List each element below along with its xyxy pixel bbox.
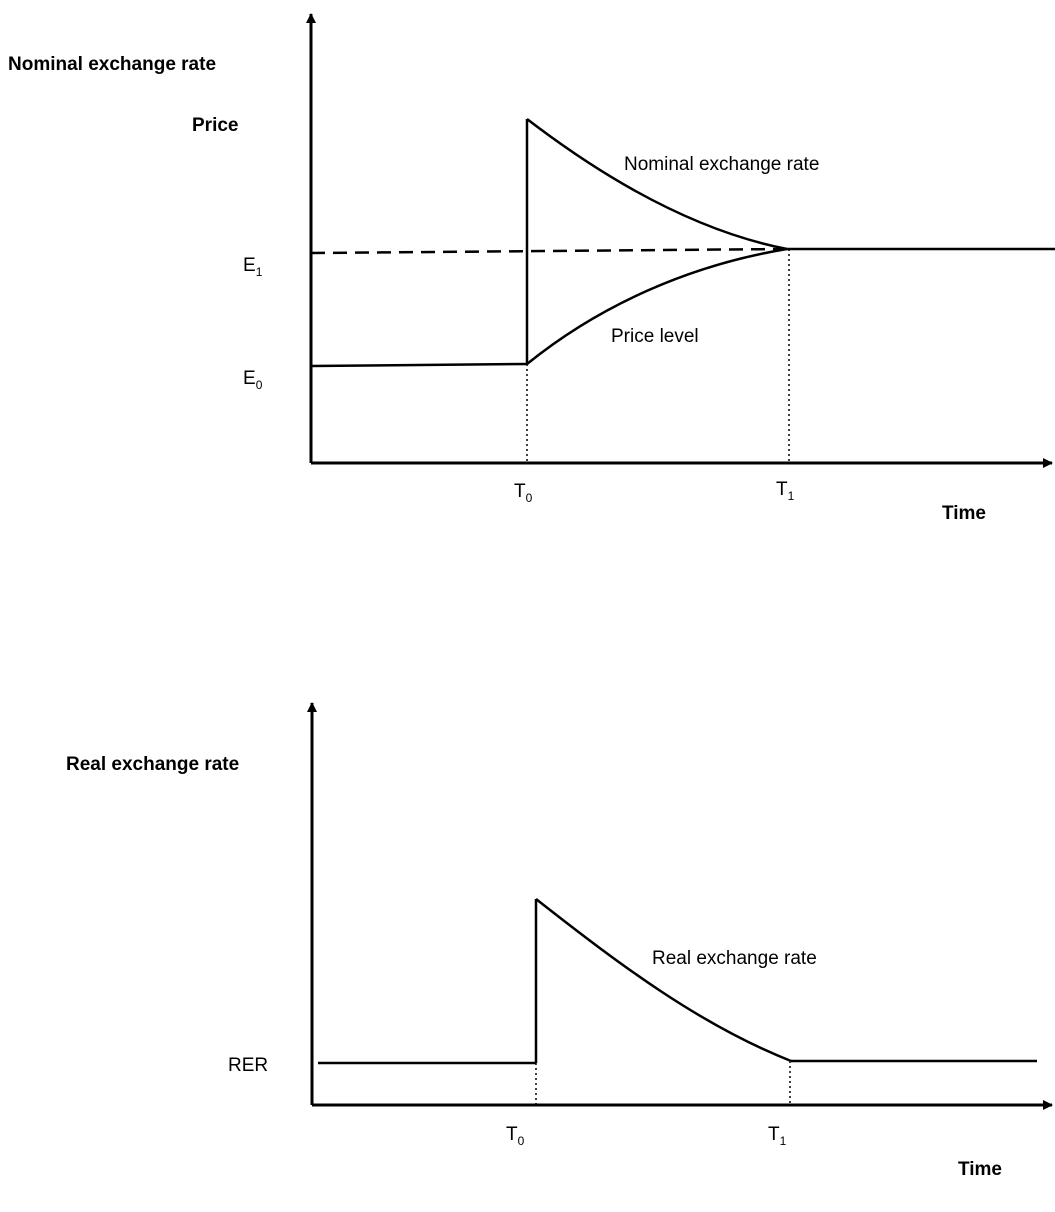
real-curve-label: Real exchange rate bbox=[652, 948, 817, 969]
top-x-axis-title: Time bbox=[942, 503, 986, 524]
e1-label: E1 bbox=[243, 255, 263, 279]
e1-dashed-line bbox=[310, 247, 788, 255]
initial-level-line bbox=[310, 362, 528, 368]
top-y-axis-title: Nominal exchange rate bbox=[8, 54, 216, 75]
nominal-exchange-rate-curve bbox=[526, 118, 788, 251]
real-exchange-rate-curve bbox=[535, 898, 792, 1063]
bottom-y-axis-title: Real exchange rate bbox=[66, 754, 239, 775]
top-t1-label: T1 bbox=[776, 479, 795, 503]
bottom-t1-label: T1 bbox=[768, 1124, 787, 1148]
bottom-x-axis-title: Time bbox=[958, 1159, 1002, 1180]
e0-label: E0 bbox=[243, 368, 263, 392]
top-panel: Nominal exchange rate Price E1 E0 Nomina… bbox=[8, 13, 1055, 524]
nominal-curve-label: Nominal exchange rate bbox=[624, 154, 819, 175]
bottom-t0-label: T0 bbox=[506, 1124, 525, 1148]
price-level-curve bbox=[526, 247, 788, 365]
rer-label: RER bbox=[228, 1055, 268, 1076]
bottom-panel: Real exchange rate RER Real exchange rat… bbox=[66, 702, 1053, 1180]
top-y-axis-subtitle: Price bbox=[192, 115, 238, 136]
price-level-label: Price level bbox=[611, 326, 699, 347]
top-t0-label: T0 bbox=[514, 481, 533, 505]
